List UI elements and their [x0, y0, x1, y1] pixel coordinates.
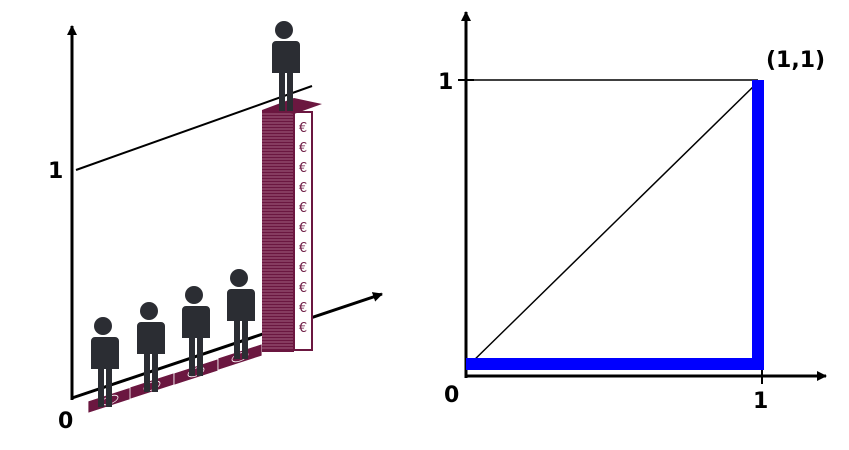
equality-diagonal — [465, 81, 759, 369]
euro-symbol: € — [299, 201, 307, 216]
euro-symbol: € — [299, 221, 307, 236]
banknote-stack-icon: € € € € € € € € € € € — [262, 98, 322, 352]
right-origin-label: 0 — [444, 383, 459, 408]
left-equality-line — [75, 85, 313, 171]
wealth-distribution-panel: 0 1 € € € € € € € € € € — [48, 21, 383, 434]
left-origin-label: 0 — [58, 409, 73, 434]
euro-symbol: € — [299, 301, 307, 316]
right-y-tick-label: 1 — [438, 70, 453, 95]
lorenz-curve — [466, 80, 764, 370]
lorenz-curve-panel: 0 1 1 (1,1) — [438, 11, 827, 414]
person-icon — [272, 21, 300, 111]
euro-symbol: € — [299, 241, 307, 256]
euro-symbol: € — [299, 121, 307, 136]
euro-symbol: € — [299, 181, 307, 196]
right-x-tick-label: 1 — [753, 389, 768, 414]
left-y-tick-label: 1 — [48, 159, 63, 184]
left-x-axis — [71, 292, 383, 400]
corner-point-label: (1,1) — [766, 48, 825, 73]
euro-symbol: € — [299, 321, 307, 336]
euro-symbol: € — [299, 141, 307, 156]
euro-symbol: € — [299, 261, 307, 276]
euro-symbol: € — [299, 281, 307, 296]
euro-symbol: € — [299, 161, 307, 176]
euro-symbols: € € € € € € € € € € € — [299, 121, 307, 336]
